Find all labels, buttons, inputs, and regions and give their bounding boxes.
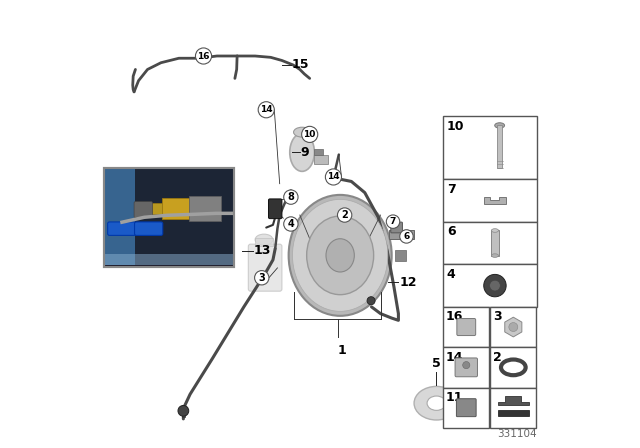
Bar (497, 125, 502, 168)
Text: 3: 3 (259, 273, 265, 283)
Circle shape (284, 217, 298, 231)
Circle shape (367, 297, 375, 305)
Circle shape (284, 190, 298, 204)
Bar (443, 222, 538, 264)
FancyBboxPatch shape (269, 199, 282, 219)
FancyBboxPatch shape (106, 169, 134, 265)
Ellipse shape (495, 123, 504, 128)
Circle shape (463, 362, 470, 369)
Text: 14: 14 (446, 351, 463, 364)
Bar (492, 231, 499, 255)
FancyBboxPatch shape (456, 399, 476, 417)
Text: 16: 16 (197, 52, 210, 60)
Bar (106, 169, 233, 265)
Text: 7: 7 (390, 217, 396, 226)
Text: 7: 7 (447, 183, 456, 196)
Ellipse shape (255, 234, 273, 246)
Bar (443, 264, 538, 307)
FancyBboxPatch shape (108, 222, 136, 235)
FancyBboxPatch shape (106, 254, 233, 265)
Bar (443, 388, 490, 428)
FancyBboxPatch shape (248, 244, 282, 291)
Circle shape (387, 215, 400, 228)
Circle shape (195, 48, 212, 64)
Circle shape (400, 230, 413, 243)
Circle shape (484, 274, 506, 297)
FancyBboxPatch shape (457, 319, 476, 336)
Ellipse shape (427, 396, 446, 410)
Bar (443, 347, 490, 388)
Text: 13: 13 (253, 244, 271, 258)
Text: 15: 15 (292, 58, 309, 72)
Circle shape (325, 169, 342, 185)
Text: 14: 14 (260, 105, 273, 114)
Bar (490, 347, 536, 388)
Ellipse shape (307, 216, 374, 295)
Bar (255, 238, 273, 246)
Circle shape (258, 102, 275, 118)
Bar (104, 168, 234, 267)
Circle shape (178, 405, 189, 416)
Text: 14: 14 (327, 172, 340, 181)
Text: 2: 2 (341, 210, 348, 220)
Bar (490, 388, 536, 428)
Ellipse shape (294, 127, 310, 137)
FancyBboxPatch shape (391, 222, 403, 233)
Bar (182, 409, 185, 417)
Bar (389, 230, 414, 239)
Bar (104, 168, 234, 267)
Bar (314, 149, 323, 155)
Bar (443, 179, 538, 222)
Circle shape (301, 126, 318, 142)
Circle shape (337, 208, 352, 222)
Circle shape (330, 175, 337, 183)
Circle shape (490, 280, 500, 291)
Ellipse shape (289, 195, 392, 316)
Polygon shape (498, 396, 529, 405)
Text: 3: 3 (493, 310, 502, 323)
Ellipse shape (492, 254, 499, 257)
Text: 6: 6 (447, 225, 456, 238)
Circle shape (255, 271, 269, 285)
Text: 8: 8 (287, 192, 294, 202)
Bar (490, 307, 536, 347)
Text: 16: 16 (446, 310, 463, 323)
Text: 2: 2 (493, 351, 502, 364)
Bar (443, 307, 490, 347)
Ellipse shape (326, 239, 355, 272)
Bar (189, 196, 221, 221)
Text: 10: 10 (447, 120, 464, 133)
Circle shape (509, 323, 518, 332)
Text: 9: 9 (301, 146, 309, 159)
Bar (149, 203, 163, 214)
Text: 4: 4 (287, 219, 294, 229)
FancyBboxPatch shape (134, 222, 163, 235)
Text: 4: 4 (447, 268, 456, 281)
Text: 331104: 331104 (498, 429, 538, 439)
Ellipse shape (290, 134, 314, 172)
Bar (314, 155, 328, 164)
Bar (396, 250, 406, 261)
Ellipse shape (292, 199, 388, 311)
Text: 12: 12 (399, 276, 417, 289)
Bar (443, 116, 538, 179)
Bar (498, 410, 529, 416)
Text: 1: 1 (338, 344, 346, 357)
FancyBboxPatch shape (455, 358, 477, 377)
Text: 10: 10 (303, 130, 316, 139)
Text: 6: 6 (403, 232, 410, 241)
Polygon shape (484, 197, 506, 204)
Ellipse shape (492, 228, 499, 232)
Text: 5: 5 (432, 357, 441, 370)
Ellipse shape (414, 386, 459, 420)
Bar (163, 198, 189, 219)
Text: 11: 11 (446, 391, 463, 404)
FancyBboxPatch shape (134, 202, 152, 218)
